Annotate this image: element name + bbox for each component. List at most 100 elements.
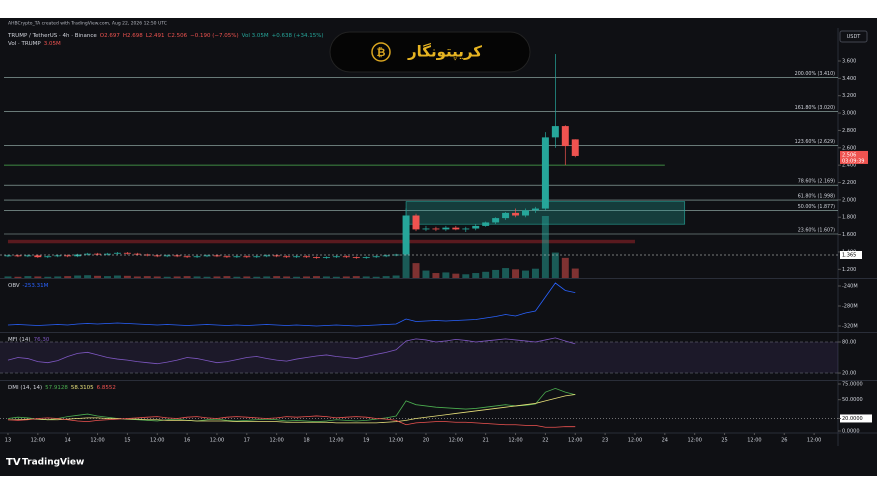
candle-body <box>322 257 330 259</box>
volume-legend: Vol · TRUMP 3.05M <box>8 41 61 47</box>
y-tick-label: 0.0000 <box>842 428 860 434</box>
volume-bar <box>253 276 261 278</box>
y-tick-label: 1.800 <box>842 215 856 221</box>
fib-label: 23.60% (1.607) <box>798 227 835 233</box>
y-tick-label: 3.200 <box>842 93 856 99</box>
candle-body <box>541 137 549 209</box>
indicator-legend: OBV -253.31M <box>8 283 49 289</box>
candle-body <box>313 257 320 259</box>
footer-logo: 𝗧𝗩 TradingView <box>6 457 84 468</box>
x-tick-label: 26 <box>781 438 787 444</box>
candle-body <box>34 255 42 258</box>
volume-bar <box>392 275 400 278</box>
volume-bar <box>293 276 301 278</box>
y-tick-label: 20.00 <box>842 371 856 377</box>
indicator-name: OBV <box>8 283 20 289</box>
x-tick-label: 12:00 <box>687 438 701 444</box>
x-tick-label: 12:00 <box>269 438 283 444</box>
volume-bar <box>472 273 480 278</box>
svg-text:₿: ₿ <box>377 46 386 59</box>
marker-tag <box>840 250 862 259</box>
fib-label: 161.80% (3.020) <box>795 105 835 111</box>
candle-body <box>551 126 559 138</box>
volume-bar <box>492 269 500 278</box>
volume-bar <box>24 276 32 278</box>
price-tag-value: 2.506 <box>842 152 856 158</box>
volume-bar <box>382 276 390 278</box>
volume-bar <box>422 270 430 278</box>
y-tick-label: 2.000 <box>842 197 856 203</box>
y-tick-label: 80.00 <box>842 339 856 345</box>
legend-value: +0.638 (+34.15%) <box>272 33 324 39</box>
indicator-value: 58.3105 <box>71 385 94 391</box>
legend-value: Vol 3.05M <box>242 33 269 39</box>
volume-bar <box>512 269 520 278</box>
volume-bar <box>313 276 320 278</box>
x-tick-label: 16 <box>184 438 190 444</box>
volume-bar <box>263 276 271 278</box>
candle-body <box>193 256 201 258</box>
currency[interactable]: USDT <box>847 34 862 40</box>
candle-body <box>233 256 241 258</box>
x-tick-label: 20 <box>423 438 429 444</box>
indicator-line <box>7 337 576 365</box>
candle-body <box>571 139 579 156</box>
volume-bar <box>173 276 181 278</box>
volume-bar <box>531 268 539 278</box>
candle-body <box>342 256 350 258</box>
volume-bar <box>303 276 311 278</box>
price-tag <box>840 150 868 164</box>
candle-body <box>502 212 510 219</box>
y-tick-label: -320M <box>842 324 858 330</box>
y-tick-label: 1.200 <box>842 267 856 273</box>
volume-bar <box>203 276 211 278</box>
candle-body <box>44 256 52 258</box>
candle-body <box>482 222 490 226</box>
y-tick-label: 50.0000 <box>842 397 863 403</box>
logo-text: کریپتونگار <box>407 43 482 62</box>
volume-bar <box>163 276 171 278</box>
x-tick-label: 17 <box>244 438 250 444</box>
currency-button[interactable] <box>839 30 868 43</box>
volume-bar <box>133 276 141 278</box>
indicator-line <box>7 282 576 327</box>
legend-value: O2.697 <box>100 33 121 39</box>
candle-body <box>163 255 171 257</box>
volume-bar <box>332 276 340 278</box>
volume-bar <box>34 276 42 278</box>
y-tick-label: 3.000 <box>842 111 856 117</box>
candle-body <box>402 215 410 255</box>
logo: ₿ کریپتونگار <box>329 31 531 73</box>
candle-body <box>492 218 500 223</box>
candle-body <box>113 252 121 254</box>
volume-bar <box>44 276 52 278</box>
candle-body <box>243 256 251 258</box>
candle-body <box>303 256 311 258</box>
candle-body <box>531 208 539 211</box>
indicator-value: 57.9128 <box>45 385 68 391</box>
volume-bar <box>143 276 151 278</box>
x-tick-label: 13 <box>5 438 11 444</box>
volume-bar <box>123 275 131 278</box>
volume-bar <box>412 263 420 278</box>
volume-bar <box>571 268 579 278</box>
fib-label: 78.60% (2.169) <box>798 179 835 185</box>
volume-bar <box>442 272 450 278</box>
candle-body <box>442 227 450 230</box>
candle-body <box>412 215 420 230</box>
volume-bar <box>14 276 22 278</box>
y-tick-label: 2.200 <box>842 180 856 186</box>
volume-name: Vol · TRUMP <box>8 41 41 47</box>
indicator-value: 76.30 <box>34 337 50 343</box>
x-tick-label: 21 <box>482 438 488 444</box>
volume-bar <box>153 276 161 278</box>
volume-bar <box>402 254 410 278</box>
volume-bar <box>561 257 569 278</box>
x-tick-label: 18 <box>303 438 309 444</box>
x-tick-label: 19 <box>363 438 369 444</box>
candle-body <box>472 225 480 229</box>
volume-bar <box>362 276 370 278</box>
candle-body <box>94 253 102 255</box>
candle-body <box>104 253 111 255</box>
